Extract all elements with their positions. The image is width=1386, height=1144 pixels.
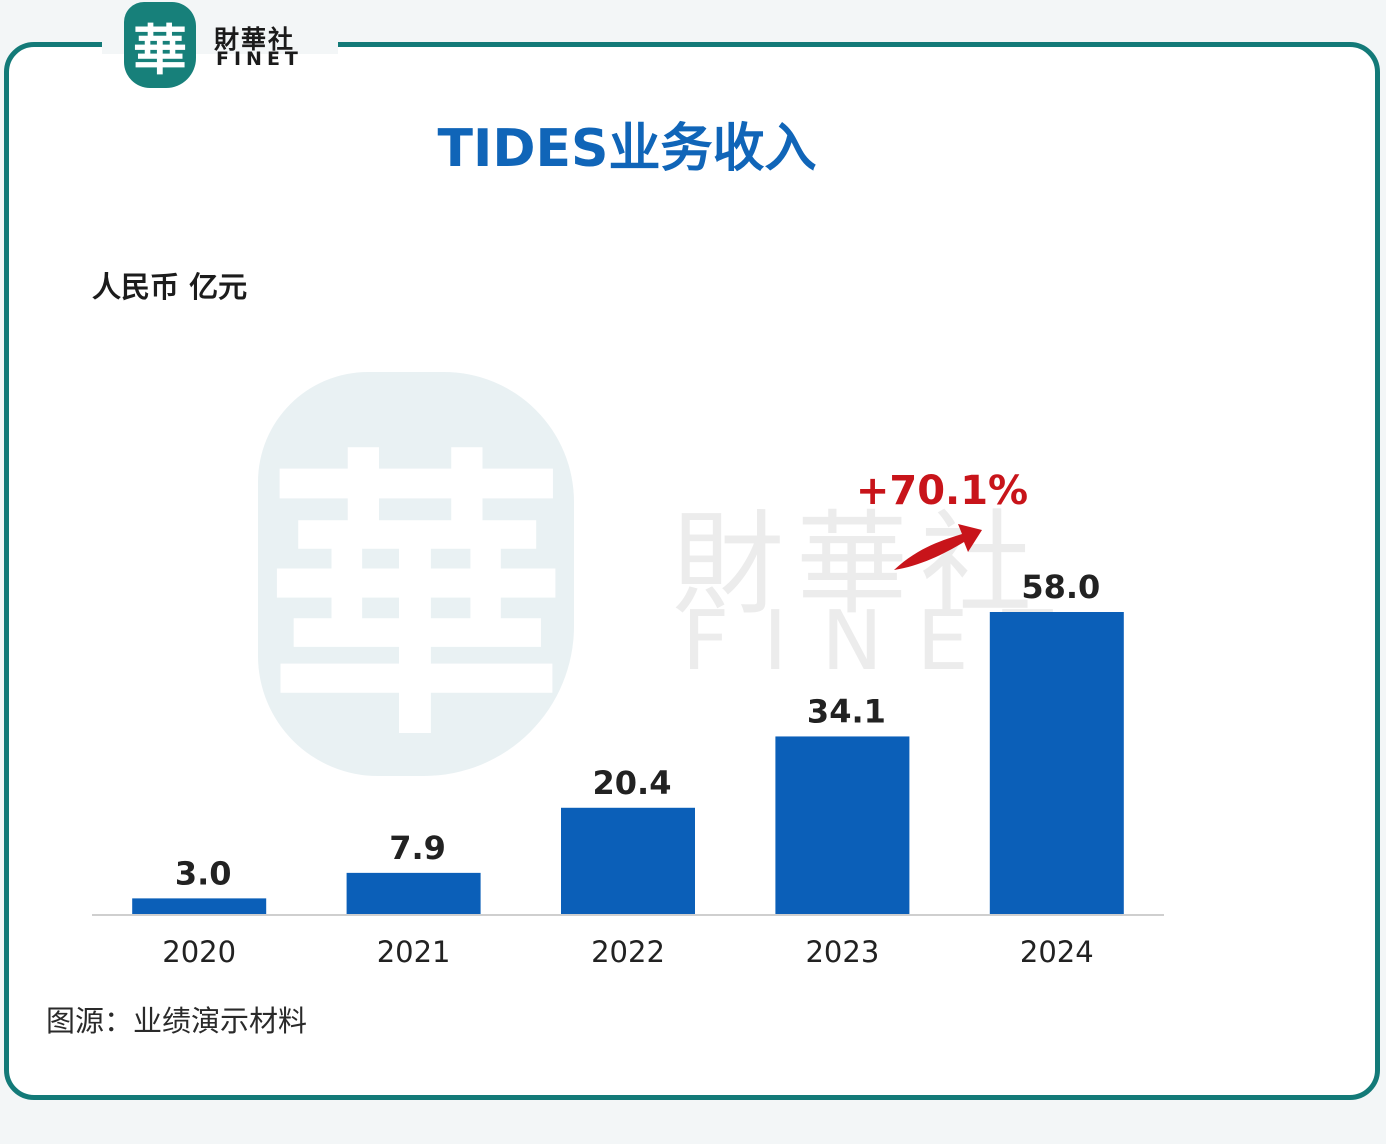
x-tick-label-2020: 2020 (162, 935, 236, 969)
y-axis-unit-label: 人民币 亿元 (92, 270, 248, 304)
growth-annotation: +70.1% (856, 468, 1028, 514)
x-tick-label-2024: 2024 (1020, 935, 1094, 969)
finet-logo-seal: 華 (124, 2, 196, 88)
logo-text-en: FINET (216, 48, 303, 70)
bar-2022 (561, 807, 695, 914)
growth-arrow-icon (894, 524, 982, 570)
x-tick-label-2023: 2023 (805, 935, 879, 969)
bar-2023 (775, 736, 910, 914)
bar-2024 (989, 612, 1124, 914)
watermark-text-cn: 財華社 (672, 500, 1044, 630)
value-label-2020: 3.0 (175, 854, 232, 892)
value-label-2021: 7.9 (389, 829, 446, 867)
chart-frame (4, 42, 1380, 1100)
value-label-2024: 58.0 (1021, 568, 1100, 606)
value-label-2022: 20.4 (593, 764, 672, 802)
chart-title: TIDES业务收入 (437, 119, 817, 179)
x-tick-label-2021: 2021 (377, 935, 451, 969)
watermark-seal: 華 (258, 372, 574, 776)
value-label-2023: 34.1 (807, 692, 886, 730)
logo-text-cn: 財華社 (214, 25, 296, 54)
x-tick-label-2022: 2022 (591, 935, 665, 969)
source-note: 图源：业绩演示材料 (46, 1004, 308, 1038)
bar-2020 (132, 898, 267, 914)
bar-2021 (346, 872, 481, 914)
